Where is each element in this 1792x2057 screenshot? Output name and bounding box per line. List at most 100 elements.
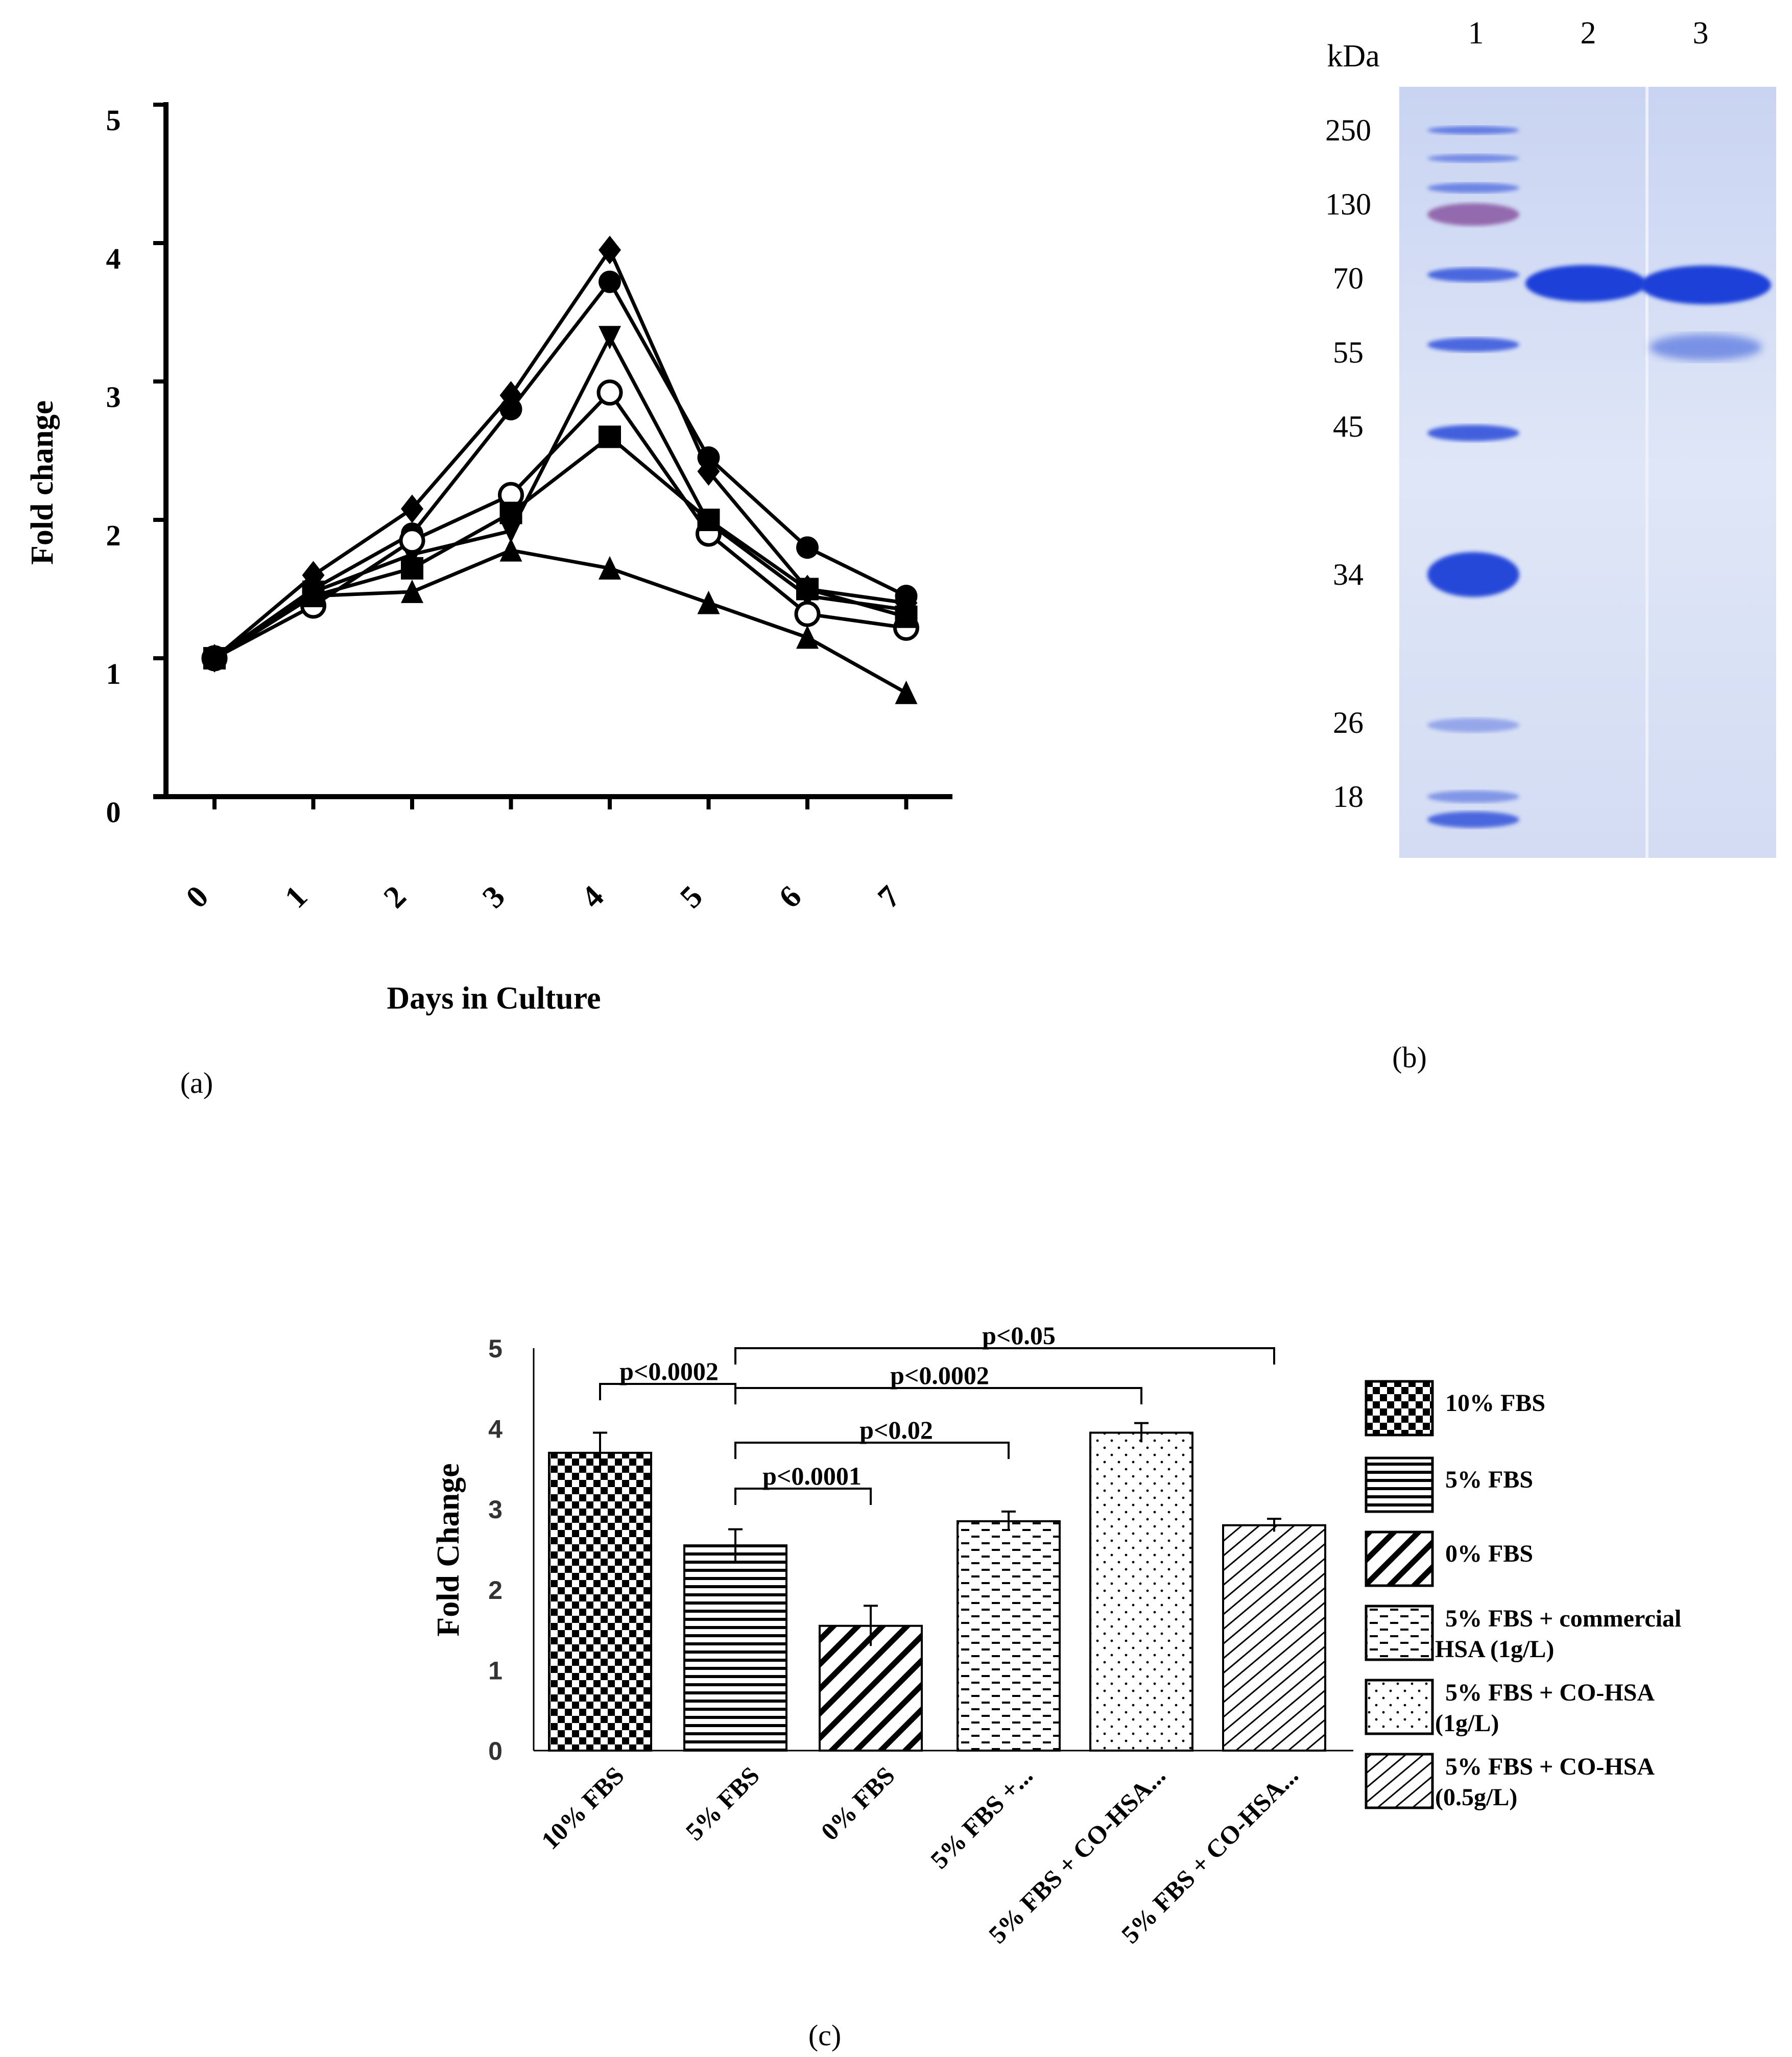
x-tick-label-c: 5% FBS +... (925, 1761, 1038, 1874)
y-ticks-c: 0 1 2 3 4 5 (488, 1334, 503, 1765)
line-chart-a: 0 1 2 3 4 5 0 1 2 3 4 5 6 7 Fold change Days in Cult… (25, 102, 952, 1099)
marker-label: 70 (1333, 261, 1364, 295)
bar (819, 1624, 923, 1752)
ladder-band (1427, 718, 1519, 732)
data-point-diamond (599, 235, 621, 265)
significance-label: p<0.0002 (619, 1357, 719, 1385)
marker-label: 26 (1333, 706, 1364, 739)
legend-label-line2: (0.5g/L) (1435, 1784, 1517, 1811)
sample-band (1525, 265, 1646, 302)
data-point-triangle-up (499, 538, 522, 562)
x-tick-label-a: 6 (772, 879, 808, 915)
bars-c (548, 1422, 1326, 1752)
series-a (203, 538, 918, 704)
gel-bands (1427, 126, 1771, 828)
data-point-triangle-up (203, 646, 226, 669)
legend-label: 0% FBS (1445, 1540, 1533, 1567)
y-tick-label-c: 2 (488, 1576, 503, 1605)
bar (548, 1451, 652, 1752)
data-point-circle (697, 446, 720, 469)
y-tick-label-c: 3 (488, 1495, 503, 1524)
series-line-a (213, 548, 907, 695)
x-tick-label-c: 0% FBS (815, 1761, 900, 1846)
significance-label: p<0.02 (859, 1416, 933, 1444)
series-line-a (213, 246, 906, 660)
legend-swatch (1365, 1380, 1434, 1437)
ladder-band (1427, 425, 1519, 441)
legend-swatch (1365, 1605, 1434, 1661)
x-tick-label-a: 0 (179, 879, 215, 915)
x-tick-label-a: 5 (674, 879, 709, 915)
y-tick-label-c: 0 (488, 1737, 503, 1765)
data-point-circle (796, 536, 819, 559)
gel-figure-b: kDa 1 2 3 250 130 70 55 45 34 26 18 (b) (1325, 16, 1776, 1074)
y-ticks-a: 0 1 2 3 4 5 (106, 103, 166, 829)
significance-brackets: p<0.0002 p<0.0001 p<0.02 p<0.0002 p<0.05 (599, 1321, 1275, 1505)
data-point-square (895, 605, 918, 628)
bar (683, 1544, 787, 1752)
ladder-band (1427, 154, 1519, 162)
gel-lane-divider (1645, 87, 1648, 858)
marker-label: 45 (1333, 410, 1364, 443)
bar (1089, 1431, 1193, 1752)
significance-bracket (734, 1442, 1010, 1459)
kda-label: kDa (1327, 39, 1379, 74)
data-point-square (697, 509, 720, 531)
y-tick-label-a: 1 (106, 657, 121, 690)
significance-bracket (599, 1383, 736, 1400)
axis-lines-a (153, 102, 952, 799)
x-tick-label-a: 3 (476, 879, 512, 915)
data-point-square (599, 425, 621, 448)
y-tick-label-a: 3 (106, 380, 121, 414)
y-axis-title-c: Fold Change (431, 1463, 466, 1636)
y-tick-label-c: 4 (488, 1415, 503, 1444)
ladder-band (1427, 811, 1519, 828)
legend-swatch (1365, 1456, 1434, 1513)
x-tick-label-a: 2 (377, 879, 413, 915)
series-line-a (213, 333, 906, 660)
bar (957, 1520, 1061, 1752)
y-tick-label-a: 2 (106, 519, 121, 552)
legend-c: 10% FBS 5% FBS 0% FBS 5% FBS + commercial HS… (1365, 1380, 1681, 1811)
y-tick-label-a: 5 (106, 104, 121, 137)
lane-label: 1 (1468, 16, 1484, 51)
ladder-band (1427, 126, 1519, 134)
marker-label: 34 (1333, 558, 1364, 591)
data-point-circle (499, 398, 522, 421)
series-group-a (201, 235, 919, 704)
bar (1222, 1524, 1326, 1752)
panel-label-c: (c) (808, 2019, 841, 2052)
panel-label-b: (b) (1392, 1041, 1427, 1074)
marker-label: 55 (1333, 336, 1364, 369)
x-ticks-a: 0 1 2 3 4 5 6 7 (179, 797, 909, 915)
data-point-open-circle (794, 601, 821, 627)
x-tick-label-a: 7 (871, 879, 907, 915)
y-tick-label-a: 4 (106, 242, 121, 275)
x-tick-label-c: 10% FBS (536, 1761, 630, 1855)
y-tick-label-c: 5 (488, 1334, 503, 1363)
panel-label-a: (a) (180, 1066, 213, 1099)
data-point-triangle-up (599, 556, 621, 580)
legend-swatch (1365, 1530, 1434, 1587)
sample-band-lower (1650, 334, 1762, 361)
marker-labels: 250 130 70 55 45 34 26 18 (1325, 113, 1371, 814)
data-point-triangle-up (796, 625, 819, 649)
series-line-a (213, 434, 907, 660)
data-point-triangle-up (302, 584, 325, 608)
legend-label: 5% FBS + commercial (1445, 1605, 1681, 1632)
series-a (201, 379, 919, 672)
data-point-triangle-up (697, 590, 720, 614)
sample-band (1640, 266, 1771, 304)
ladder-band (1427, 183, 1519, 193)
y-tick-label-a: 0 (106, 796, 121, 829)
legend-label: 5% FBS (1445, 1466, 1533, 1493)
lane-labels: 1 2 3 (1468, 16, 1709, 51)
data-point-square (499, 501, 522, 524)
ladder-band (1427, 268, 1519, 282)
marker-label: 250 (1325, 113, 1371, 147)
legend-label-line2: HSA (1g/L) (1435, 1636, 1554, 1663)
x-axis-title-a: Days in Culture (387, 981, 601, 1016)
series-line-a (213, 278, 907, 660)
legend-swatch (1365, 1679, 1434, 1735)
